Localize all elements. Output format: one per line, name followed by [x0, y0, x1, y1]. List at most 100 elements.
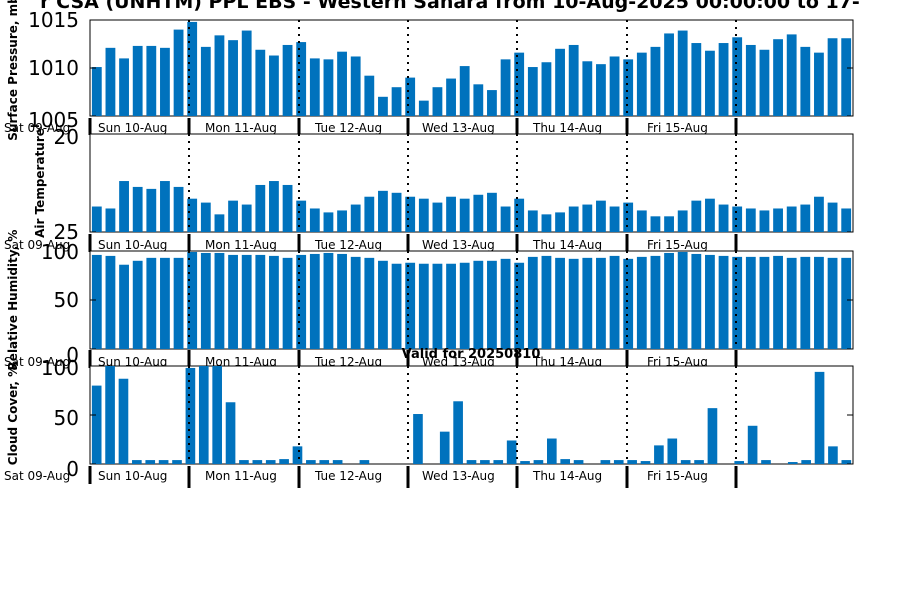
bar: [282, 184, 293, 232]
bar: [786, 257, 797, 349]
bar: [323, 252, 334, 349]
x-tick-label: Mon 11-Aug: [205, 238, 277, 252]
bar: [814, 52, 824, 116]
bar: [814, 371, 825, 464]
bar: [119, 264, 129, 349]
bar: [145, 460, 156, 464]
bar: [487, 90, 497, 116]
bar: [609, 206, 620, 232]
bar: [573, 460, 584, 464]
bar: [252, 460, 263, 464]
bar: [146, 188, 157, 232]
bar: [132, 45, 143, 116]
bar: [391, 87, 402, 116]
y-tick-label: 1015: [28, 8, 79, 32]
bar: [158, 460, 169, 464]
bar: [350, 256, 361, 349]
bar: [187, 251, 198, 349]
bar: [677, 30, 688, 117]
bar: [828, 446, 838, 464]
bar: [200, 252, 211, 349]
bar: [146, 45, 157, 116]
bar: [160, 181, 170, 232]
bar: [527, 256, 538, 349]
bar: [691, 253, 702, 349]
bar: [105, 208, 116, 232]
bar: [391, 263, 402, 349]
y-axis-label: Surface Pressure, mb: [6, 0, 20, 141]
bar: [200, 202, 211, 232]
bar: [446, 78, 456, 116]
bar: [269, 181, 279, 232]
bar: [413, 414, 423, 464]
bar: [214, 252, 225, 349]
bar: [432, 87, 443, 116]
bar: [269, 55, 279, 116]
bar: [841, 460, 852, 464]
bar: [296, 42, 307, 116]
x-tick-label: Tue 12-Aug: [314, 121, 382, 135]
bar: [228, 200, 238, 232]
y-tick-label: 50: [54, 288, 79, 312]
bar: [694, 460, 704, 464]
bar: [827, 202, 838, 232]
bar: [841, 257, 852, 349]
bar: [309, 208, 320, 232]
bar: [650, 216, 661, 232]
bar: [432, 263, 443, 349]
x-tick-label: Sat 09-Aug: [4, 121, 70, 135]
x-tick-label: Sat 09-Aug: [4, 238, 70, 252]
bar: [759, 256, 770, 349]
bar: [228, 254, 238, 349]
x-tick-label: Thu 14-Aug: [532, 469, 602, 483]
bar: [480, 460, 490, 464]
bar: [173, 257, 184, 349]
bar: [827, 257, 838, 349]
bar: [801, 460, 811, 464]
y-tick-label: 25: [54, 220, 79, 244]
bar: [609, 56, 620, 116]
x-tick-label: Fri 15-Aug: [647, 238, 708, 252]
bar: [568, 258, 579, 349]
bar: [623, 202, 634, 232]
bar: [91, 206, 102, 232]
bar: [841, 38, 852, 116]
bar: [487, 192, 497, 232]
bar: [541, 214, 552, 232]
bar: [596, 64, 606, 116]
bar: [773, 255, 783, 349]
bar: [555, 48, 565, 116]
bar: [514, 52, 525, 116]
bar: [364, 75, 375, 116]
x-tick-label: Thu 14-Aug: [532, 238, 602, 252]
bar: [459, 198, 470, 232]
bar: [364, 257, 375, 349]
bar: [677, 251, 688, 349]
bar: [239, 460, 249, 464]
x-tick-label: Wed 13-Aug: [422, 121, 495, 135]
x-tick-label: Fri 15-Aug: [647, 469, 708, 483]
y-tick-label: 1005: [28, 108, 79, 132]
bar: [732, 206, 743, 232]
bar: [337, 253, 347, 349]
bar: [91, 254, 102, 349]
bar: [212, 366, 222, 464]
bar: [132, 460, 142, 464]
bar: [654, 445, 664, 464]
bar: [269, 255, 279, 349]
y-axis-label: Cloud Cover, %: [6, 365, 20, 465]
bar: [814, 196, 824, 232]
bar: [718, 43, 729, 116]
bar: [255, 184, 266, 232]
bar: [332, 460, 343, 464]
bar: [745, 44, 756, 116]
bar: [119, 181, 129, 232]
bar: [173, 186, 184, 232]
bar: [786, 34, 797, 116]
bar: [337, 210, 347, 232]
bar: [600, 460, 611, 464]
bar: [350, 204, 361, 232]
x-tick-label: Tue 12-Aug: [314, 469, 382, 483]
bar: [555, 212, 565, 232]
bar: [734, 461, 745, 464]
